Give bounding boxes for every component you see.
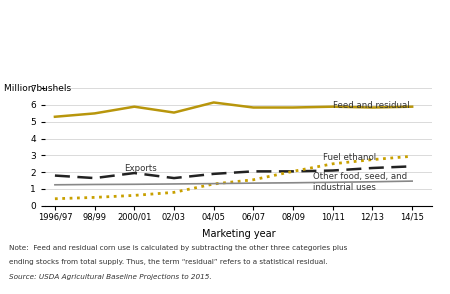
Text: Source: USDA Agricultural Baseline Projections to 2015.: Source: USDA Agricultural Baseline Proje… [9,274,211,280]
Text: Note:  Feed and residual corn use is calculated by subtracting the other three c: Note: Feed and residual corn use is calc… [9,245,347,250]
X-axis label: Marketing year: Marketing year [202,229,275,239]
Text: ending stocks from total supply. Thus, the term “residual” refers to a statistic: ending stocks from total supply. Thus, t… [9,259,328,265]
Text: Fuel ethanol: Fuel ethanol [323,153,376,162]
Text: Other food, seed, and
industrial uses: Other food, seed, and industrial uses [313,172,407,192]
Text: USDA's Baseline Projections suggest that corn use by ethanol
producers will grow: USDA's Baseline Projections suggest that… [14,26,420,49]
Text: Feed and residual: Feed and residual [333,101,410,110]
Text: Million bushels: Million bushels [4,84,72,93]
Text: Exports: Exports [124,164,157,173]
